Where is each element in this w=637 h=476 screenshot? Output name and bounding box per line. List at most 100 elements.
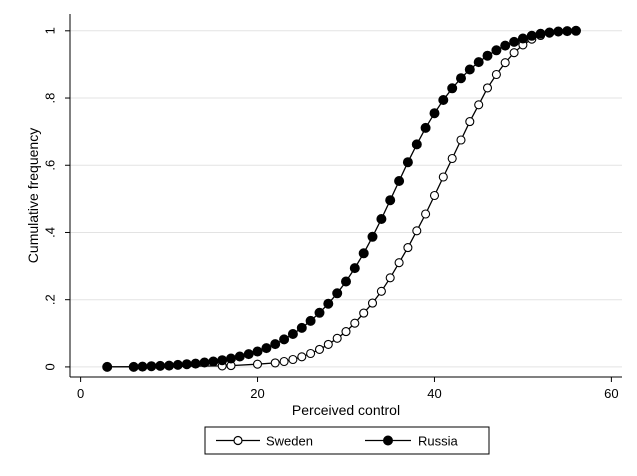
data-point-sweden bbox=[306, 348, 316, 359]
data-point-russia bbox=[447, 83, 458, 94]
data-point-russia bbox=[261, 343, 272, 354]
data-point-russia bbox=[296, 322, 307, 333]
data-point-russia bbox=[243, 349, 254, 360]
ticks: 0 .2 .4 .6 .8 1 0 20 40 60 bbox=[43, 27, 619, 401]
data-point-sweden bbox=[332, 333, 342, 343]
x-tick-label: 0 bbox=[77, 386, 84, 401]
data-point-russia bbox=[402, 157, 413, 168]
data-point-russia bbox=[199, 357, 210, 368]
data-point-russia bbox=[517, 33, 528, 44]
data-point-russia bbox=[341, 276, 351, 287]
data-point-sweden bbox=[341, 327, 351, 337]
data-point-russia bbox=[270, 339, 281, 350]
data-point-russia bbox=[128, 361, 139, 372]
data-point-russia bbox=[473, 57, 484, 68]
y-tick-label: .6 bbox=[43, 160, 58, 171]
data-point-sweden bbox=[359, 308, 369, 318]
series bbox=[102, 25, 581, 372]
data-point-russia bbox=[526, 30, 537, 41]
legend: Sweden Russia bbox=[204, 426, 490, 455]
data-point-sweden bbox=[491, 69, 501, 80]
data-point-russia bbox=[553, 26, 564, 37]
y-tick-label: .2 bbox=[43, 294, 58, 305]
data-point-sweden bbox=[279, 356, 289, 367]
data-point-sweden bbox=[509, 48, 519, 58]
y-tick-label: .4 bbox=[43, 227, 58, 238]
data-point-russia bbox=[252, 346, 263, 357]
data-point-russia bbox=[314, 307, 325, 318]
data-point-sweden bbox=[270, 358, 280, 368]
data-point-sweden bbox=[314, 344, 325, 354]
data-point-sweden bbox=[297, 352, 307, 362]
data-point-russia bbox=[181, 359, 192, 370]
data-point-sweden bbox=[447, 153, 457, 164]
data-point-russia bbox=[358, 248, 369, 259]
data-point-russia bbox=[287, 329, 298, 339]
data-point-sweden bbox=[350, 318, 360, 328]
data-point-russia bbox=[332, 288, 343, 299]
data-point-russia bbox=[226, 353, 236, 364]
x-axis-title: Perceived control bbox=[292, 402, 400, 418]
data-point-russia bbox=[279, 334, 290, 345]
data-point-russia bbox=[217, 355, 228, 366]
data-point-russia bbox=[509, 36, 520, 47]
data-point-russia bbox=[137, 361, 148, 372]
data-point-russia bbox=[571, 25, 581, 36]
legend-label-sweden: Sweden bbox=[266, 434, 313, 449]
y-tick-label: 1 bbox=[43, 27, 58, 34]
legend-label-russia: Russia bbox=[418, 434, 459, 449]
data-point-sweden bbox=[367, 298, 378, 308]
data-point-russia bbox=[429, 108, 440, 119]
data-point-russia bbox=[420, 122, 431, 133]
data-point-russia bbox=[562, 26, 573, 37]
data-point-russia bbox=[155, 360, 166, 371]
data-point-sweden bbox=[465, 117, 475, 127]
data-point-russia bbox=[349, 263, 360, 274]
data-point-sweden bbox=[323, 339, 333, 349]
data-point-sweden bbox=[500, 58, 510, 68]
data-point-sweden bbox=[438, 172, 448, 182]
x-tick-label: 60 bbox=[604, 386, 618, 401]
data-point-russia bbox=[208, 356, 219, 367]
y-tick-label: 0 bbox=[43, 363, 58, 370]
data-point-sweden bbox=[394, 258, 404, 268]
data-point-russia bbox=[491, 45, 502, 56]
data-point-sweden bbox=[482, 83, 493, 93]
data-point-sweden bbox=[403, 243, 413, 253]
data-point-russia bbox=[376, 214, 387, 224]
data-point-russia bbox=[146, 361, 157, 372]
x-tick-label: 40 bbox=[427, 386, 441, 401]
data-point-russia bbox=[394, 176, 405, 186]
data-point-sweden bbox=[474, 100, 484, 110]
data-point-sweden bbox=[288, 354, 298, 365]
data-point-russia bbox=[385, 195, 396, 206]
data-point-russia bbox=[544, 27, 555, 38]
data-point-sweden bbox=[456, 135, 466, 145]
legend-marker-russia bbox=[383, 435, 393, 446]
data-point-russia bbox=[464, 64, 475, 75]
y-tick-label: .8 bbox=[43, 93, 58, 104]
data-point-russia bbox=[535, 28, 546, 39]
data-point-russia bbox=[172, 359, 183, 370]
data-point-russia bbox=[456, 73, 466, 84]
data-point-sweden bbox=[421, 209, 431, 219]
data-point-russia bbox=[164, 360, 175, 371]
data-point-russia bbox=[411, 139, 422, 150]
series-russia bbox=[102, 25, 581, 372]
data-point-russia bbox=[438, 95, 449, 105]
data-point-russia bbox=[323, 298, 334, 309]
data-point-russia bbox=[234, 351, 245, 362]
legend-marker-sweden bbox=[233, 435, 243, 446]
data-point-sweden bbox=[429, 190, 440, 201]
y-axis-title: Cumulative frequency bbox=[25, 128, 41, 263]
axes bbox=[69, 14, 622, 378]
data-point-russia bbox=[367, 231, 378, 242]
data-point-sweden bbox=[376, 286, 386, 296]
data-point-russia bbox=[305, 315, 316, 326]
x-tick-label: 20 bbox=[250, 386, 264, 401]
data-point-russia bbox=[102, 361, 113, 372]
data-point-russia bbox=[500, 40, 511, 51]
